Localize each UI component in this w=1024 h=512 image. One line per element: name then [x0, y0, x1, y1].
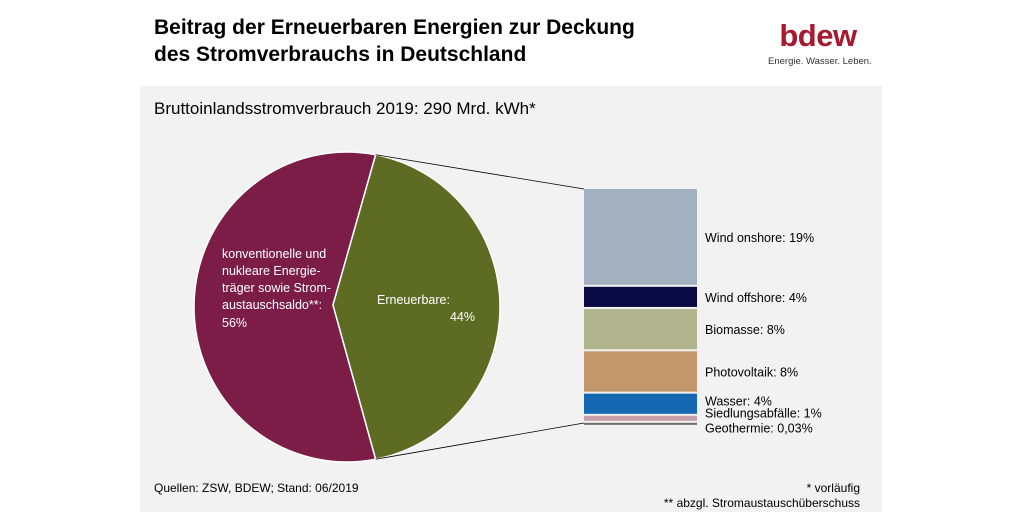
pie-slice-renewables: [332, 153, 501, 461]
title-line-2: des Stromverbrauchs in Deutschland: [154, 43, 527, 66]
title-line-1: Beitrag der Erneuerbaren Energien zur De…: [154, 16, 635, 39]
bar-label-geothermie: Geothermie: 0,03%: [705, 422, 813, 436]
pie-slice-conventional: [193, 151, 377, 463]
bar-segment-biomasse: [584, 308, 697, 350]
chart-svg: konventionelle und nukleare Energie-träge…: [193, 151, 822, 463]
pie-label-conventional-line: träger sowie Strom-: [222, 281, 331, 295]
pie-label-conventional: konventionelle und nukleare Energie-träge…: [222, 247, 331, 312]
header: Beitrag der Erneuerbaren Energien zur De…: [140, 0, 882, 86]
bar-segment-siedlungsabfaelle: [584, 415, 697, 421]
bar-label-siedlungsabfaelle: Siedlungsabfälle: 1%: [705, 407, 822, 421]
source-note: Quellen: ZSW, BDEW; Stand: 06/2019: [154, 481, 359, 495]
pie-value-renewables: 44%: [450, 310, 475, 324]
bar-segment-wind_offshore: [584, 286, 697, 307]
footnote-exchange: ** abzgl. Stromaustauschüberschuss: [663, 496, 860, 510]
bar-segment-photovoltaik: [584, 351, 697, 392]
pie-label-conventional-line: austauschsaldo**:: [222, 298, 322, 312]
connector-top: [375, 154, 585, 190]
bar-label-photovoltaik: Photovoltaik: 8%: [705, 365, 798, 379]
pie-value-conventional: 56%: [222, 316, 247, 330]
footnote-preliminary: * vorläufig: [806, 481, 860, 495]
pie-label-renewables: Erneuerbare:: [377, 293, 450, 307]
connector-bottom: [375, 422, 585, 460]
bar-label-wind_onshore: Wind onshore: 19%: [705, 231, 814, 245]
bar-label-wasser: Wasser: 4%: [705, 395, 772, 409]
bar-label-wind_offshore: Wind offshore: 4%: [705, 291, 807, 305]
logo-wordmark: bdew: [779, 18, 857, 53]
logo-tagline: Energie. Wasser. Leben.: [768, 56, 872, 67]
slide: Beitrag der Erneuerbaren Energien zur De…: [140, 0, 882, 512]
bar-segment-wasser: [584, 393, 697, 414]
bar-segment-wind_onshore: [584, 189, 697, 285]
page-title: Beitrag der Erneuerbaren Energien zur De…: [154, 14, 734, 68]
bdew-logo: bdew Energie. Wasser. Leben.: [768, 18, 872, 68]
pie-label-conventional-line: konventionelle und: [222, 247, 326, 261]
bar-label-biomasse: Biomasse: 8%: [705, 323, 785, 337]
chart-subtitle: Bruttoinlandsstromverbrauch 2019: 290 Mr…: [154, 99, 536, 118]
bar-segment-geothermie: [584, 422, 697, 425]
pie-label-conventional-line: nukleare Energie-: [222, 264, 321, 278]
